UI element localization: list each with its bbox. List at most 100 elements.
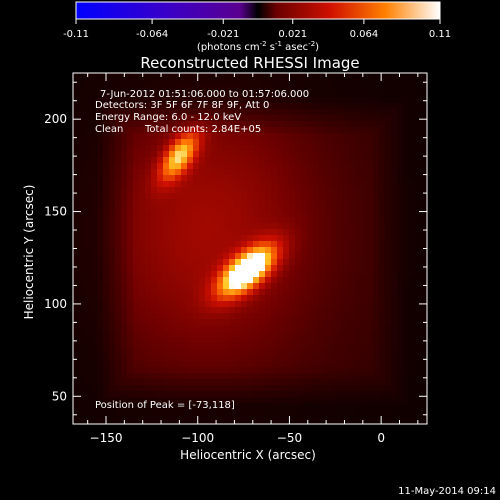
heatmap-cell: [121, 331, 127, 337]
heatmap-cell: [127, 241, 133, 247]
heatmap-cell: [259, 103, 265, 109]
heatmap-cell: [157, 325, 163, 331]
heatmap-cell: [73, 169, 79, 175]
heatmap-cell: [319, 115, 325, 121]
heatmap-cell: [319, 85, 325, 91]
heatmap-cell: [403, 109, 409, 115]
heatmap-cell: [97, 367, 103, 373]
heatmap-cell: [355, 391, 361, 397]
heatmap-cell: [361, 337, 367, 343]
heatmap-cell: [79, 313, 85, 319]
heatmap-cell: [367, 145, 373, 151]
heatmap-cell: [187, 175, 193, 181]
heatmap-cell: [325, 223, 331, 229]
heatmap-cell: [307, 235, 313, 241]
heatmap-cell: [73, 115, 79, 121]
heatmap-cell: [121, 349, 127, 355]
heatmap-cell: [157, 139, 163, 145]
heatmap-cell: [415, 337, 421, 343]
heatmap-cell: [241, 109, 247, 115]
heatmap-cell: [145, 91, 151, 97]
heatmap-cell: [193, 217, 199, 223]
heatmap-cell: [277, 265, 283, 271]
heatmap-cell: [367, 343, 373, 349]
heatmap-cell: [133, 403, 139, 409]
heatmap-cell: [271, 121, 277, 127]
heatmap-cell: [91, 361, 97, 367]
heatmap-cell: [97, 283, 103, 289]
heatmap-cell: [223, 361, 229, 367]
heatmap-cell: [229, 253, 235, 259]
heatmap-cell: [91, 415, 97, 421]
heatmap-cell: [97, 145, 103, 151]
heatmap-cell: [139, 199, 145, 205]
heatmap-cell: [373, 265, 379, 271]
heatmap-cell: [361, 295, 367, 301]
heatmap-cell: [355, 403, 361, 409]
heatmap-cell: [385, 337, 391, 343]
heatmap-cell: [301, 361, 307, 367]
heatmap-cell: [403, 403, 409, 409]
heatmap-cell: [283, 151, 289, 157]
heatmap-cell: [307, 181, 313, 187]
heatmap-cell: [277, 145, 283, 151]
heatmap-cell: [103, 307, 109, 313]
heatmap-cell: [217, 289, 223, 295]
heatmap-cell: [73, 343, 79, 349]
heatmap-cell: [205, 103, 211, 109]
heatmap-cell: [205, 349, 211, 355]
heatmap-cell: [139, 289, 145, 295]
heatmap-cell: [361, 97, 367, 103]
heatmap-cell: [235, 409, 241, 415]
heatmap-cell: [145, 73, 151, 79]
heatmap-cell: [253, 343, 259, 349]
heatmap-cell: [187, 157, 193, 163]
heatmap-cell: [91, 115, 97, 121]
heatmap-cell: [379, 211, 385, 217]
heatmap-cell: [199, 175, 205, 181]
heatmap-cell: [169, 181, 175, 187]
heatmap-cell: [355, 103, 361, 109]
heatmap-cell: [157, 355, 163, 361]
heatmap-cell: [415, 319, 421, 325]
heatmap-cell: [241, 115, 247, 121]
heatmap-cell: [109, 115, 115, 121]
heatmap-cell: [229, 109, 235, 115]
heatmap-cell: [91, 397, 97, 403]
heatmap-cell: [235, 295, 241, 301]
heatmap-cell: [373, 247, 379, 253]
heatmap-cell: [205, 259, 211, 265]
heatmap-cell: [175, 355, 181, 361]
heatmap-cell: [391, 127, 397, 133]
heatmap-cell: [85, 151, 91, 157]
heatmap-cell: [85, 373, 91, 379]
heatmap-cell: [265, 157, 271, 163]
heatmap-cell: [415, 355, 421, 361]
heatmap-cell: [109, 349, 115, 355]
heatmap-cell: [391, 241, 397, 247]
heatmap-cell: [415, 349, 421, 355]
heatmap-cell: [145, 121, 151, 127]
heatmap-cell: [133, 241, 139, 247]
heatmap-cell: [217, 235, 223, 241]
heatmap-cell: [265, 397, 271, 403]
heatmap-cell: [217, 175, 223, 181]
heatmap-cell: [79, 169, 85, 175]
heatmap-cell: [217, 187, 223, 193]
heatmap-cell: [91, 337, 97, 343]
heatmap-cell: [205, 403, 211, 409]
heatmap-cell: [361, 139, 367, 145]
heatmap-cell: [349, 421, 355, 424]
heatmap-cell: [337, 271, 343, 277]
heatmap-cell: [133, 277, 139, 283]
heatmap-cell: [217, 91, 223, 97]
heatmap-cell: [151, 295, 157, 301]
heatmap-cell: [151, 151, 157, 157]
heatmap-cell: [211, 253, 217, 259]
heatmap-cell: [121, 157, 127, 163]
heatmap-cell: [319, 103, 325, 109]
heatmap-cell: [331, 139, 337, 145]
heatmap-cell: [247, 205, 253, 211]
heatmap-cell: [331, 121, 337, 127]
heatmap-cell: [127, 85, 133, 91]
